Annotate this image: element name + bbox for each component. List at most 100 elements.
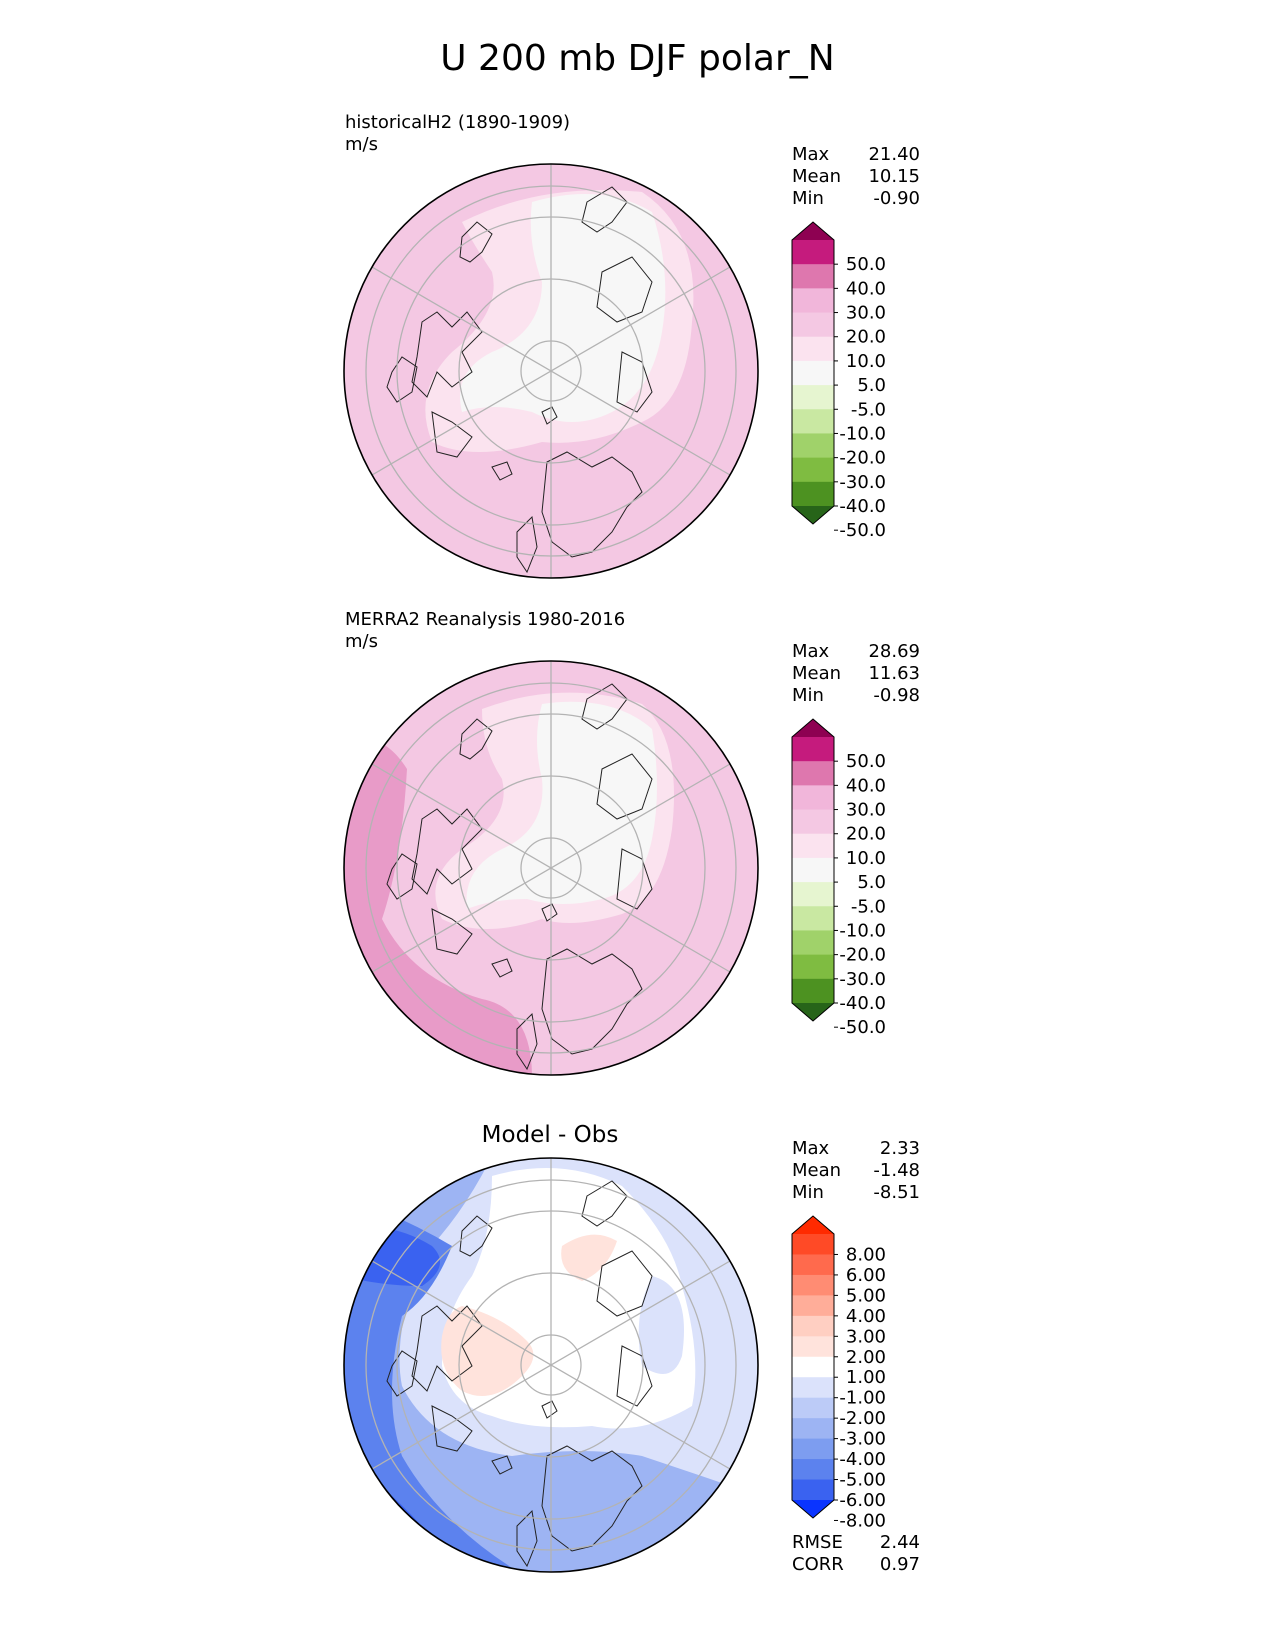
model-units-line: m/s bbox=[345, 134, 378, 155]
model-stats: Max 21.40 Mean 10.15 Min -0.90 bbox=[792, 144, 920, 210]
stat-label: Max bbox=[792, 641, 830, 662]
colorbar-segment bbox=[792, 1274, 834, 1296]
colorbar-segment bbox=[792, 954, 834, 980]
colorbar-tick-label: -30.0 bbox=[839, 472, 886, 493]
colorbar-tick-label: 10.0 bbox=[846, 351, 886, 372]
colorbar-tick-label: -40.0 bbox=[839, 993, 886, 1014]
colorbar-tick-label: -6.00 bbox=[839, 1490, 886, 1511]
colorbar-tick-label: -2.00 bbox=[839, 1408, 886, 1429]
colorbar-tick-label: -40.0 bbox=[839, 496, 886, 517]
colorbar-segment bbox=[792, 433, 834, 459]
stat-label: Min bbox=[792, 1182, 824, 1203]
contour-fill-1-2 bbox=[561, 1234, 617, 1281]
contour-fill-1-2 bbox=[441, 1306, 534, 1396]
colorbar-segment bbox=[792, 336, 834, 362]
graticule bbox=[365, 661, 737, 1075]
model-title-line: historicalH2 (1890-1909) bbox=[345, 112, 571, 133]
colorbar-segment bbox=[792, 409, 834, 434]
stat-label: Mean bbox=[792, 166, 842, 187]
colorbar-tick-label: 30.0 bbox=[846, 800, 886, 821]
colorbar-tick-label: -8.00 bbox=[839, 1510, 886, 1531]
colorbar-tick-label: 40.0 bbox=[846, 278, 886, 299]
colorbar-segment bbox=[792, 1397, 834, 1419]
stat-value: 28.69 bbox=[868, 641, 920, 662]
colorbar-tick-label: -50.0 bbox=[839, 1017, 886, 1038]
stat-label: CORR bbox=[792, 1554, 844, 1575]
map-boundary bbox=[343, 660, 759, 1076]
obs-units-line: m/s bbox=[345, 631, 378, 652]
obs-panel-title: MERRA2 Reanalysis 1980-2016 m/s bbox=[345, 609, 625, 653]
stat-value: 0.97 bbox=[879, 1554, 920, 1575]
colorbar-tick-label: 5.0 bbox=[857, 375, 886, 396]
contour-fill-minus3-minus4 bbox=[344, 1158, 758, 1572]
colorbar-tick-label: 20.0 bbox=[846, 824, 886, 845]
colorbar-tick-label: -10.0 bbox=[839, 920, 886, 941]
colorbar-segment bbox=[792, 809, 834, 835]
stat-value: -0.98 bbox=[873, 685, 920, 706]
colorbar-segment bbox=[792, 1479, 834, 1501]
colorbar-segment bbox=[792, 1234, 834, 1255]
coastlines bbox=[386, 1180, 653, 1568]
colorbar-segment bbox=[792, 240, 834, 265]
figure-title: U 200 mb DJF polar_N bbox=[440, 38, 835, 79]
contour-fill-20-30 bbox=[344, 737, 532, 1075]
colorbar-tick-label: 6.00 bbox=[846, 1265, 886, 1286]
stat-label: Mean bbox=[792, 663, 842, 684]
colorbar-extend-max bbox=[792, 719, 834, 737]
colorbar-tick-label: -1.00 bbox=[839, 1388, 886, 1409]
model-polar-map bbox=[343, 163, 759, 579]
colorbar-segment bbox=[792, 288, 834, 314]
colorbar-tick-label: -5.00 bbox=[839, 1470, 886, 1491]
colorbar-extend-max bbox=[792, 1216, 834, 1234]
colorbar-segment bbox=[792, 882, 834, 907]
coastlines bbox=[386, 683, 653, 1071]
stat-value: 21.40 bbox=[868, 144, 920, 165]
colorbar-segment bbox=[792, 1315, 834, 1337]
colorbar-tick-label: 3.00 bbox=[846, 1326, 886, 1347]
map-boundary bbox=[343, 1157, 759, 1573]
stat-label: RMSE bbox=[792, 1532, 843, 1553]
colorbar-segment bbox=[792, 1459, 834, 1481]
colorbar-segment bbox=[792, 385, 834, 410]
colorbar-segment bbox=[792, 906, 834, 931]
colorbar-tick-label: 5.00 bbox=[846, 1285, 886, 1306]
diff-stats: Max 2.33 Mean -1.48 Min -8.51 bbox=[792, 1138, 920, 1204]
colorbar-segment bbox=[792, 360, 834, 386]
colorbar-tick-label: -3.00 bbox=[839, 1429, 886, 1450]
stat-label: Min bbox=[792, 188, 824, 209]
colorbar-segment bbox=[792, 833, 834, 859]
graticule bbox=[365, 164, 737, 578]
colorbar-segment bbox=[792, 737, 834, 762]
stat-value: 11.63 bbox=[868, 663, 920, 684]
colorbar-tick-label: 8.00 bbox=[846, 1244, 886, 1265]
colorbar-tick-label: -50.0 bbox=[839, 520, 886, 541]
colorbar-tick-label: -4.00 bbox=[839, 1449, 886, 1470]
colorbar-extend-min bbox=[792, 1500, 834, 1518]
stat-label: Max bbox=[792, 1138, 830, 1159]
colorbar-extend-max bbox=[792, 222, 834, 240]
stat-label: Min bbox=[792, 685, 824, 706]
stat-value: -1.48 bbox=[873, 1160, 920, 1181]
colorbar-tick-label: 2.00 bbox=[846, 1347, 886, 1368]
diff-error-stats: RMSE 2.44 CORR 0.97 bbox=[792, 1532, 920, 1576]
colorbar-tick-label: -30.0 bbox=[839, 969, 886, 990]
stat-label: Max bbox=[792, 144, 830, 165]
colorbar-tick-label: 50.0 bbox=[846, 254, 886, 275]
map-boundary bbox=[343, 163, 759, 579]
colorbar-segment bbox=[792, 1295, 834, 1317]
colorbar-tick-label: 40.0 bbox=[846, 775, 886, 796]
stat-value: -8.51 bbox=[873, 1182, 920, 1203]
obs-colorbar: 50.0 40.0 30.0 20.0 10.0 5.0 -5.0 -10.0 -20.0 -30… bbox=[791, 718, 886, 1038]
stat-value: -0.90 bbox=[873, 188, 920, 209]
colorbar-segment bbox=[792, 312, 834, 338]
colorbar-tick-label: 30.0 bbox=[846, 303, 886, 324]
colorbar-tick-label: 50.0 bbox=[846, 751, 886, 772]
stat-value: 2.33 bbox=[879, 1138, 920, 1159]
colorbar-segment bbox=[792, 1356, 834, 1378]
colorbar-segment bbox=[792, 1418, 834, 1440]
colorbar-segment bbox=[792, 785, 834, 811]
colorbar-segment bbox=[792, 857, 834, 883]
colorbar-segment bbox=[792, 930, 834, 956]
obs-polar-map bbox=[343, 660, 759, 1076]
contour-fill-minus5-5 bbox=[460, 194, 666, 422]
